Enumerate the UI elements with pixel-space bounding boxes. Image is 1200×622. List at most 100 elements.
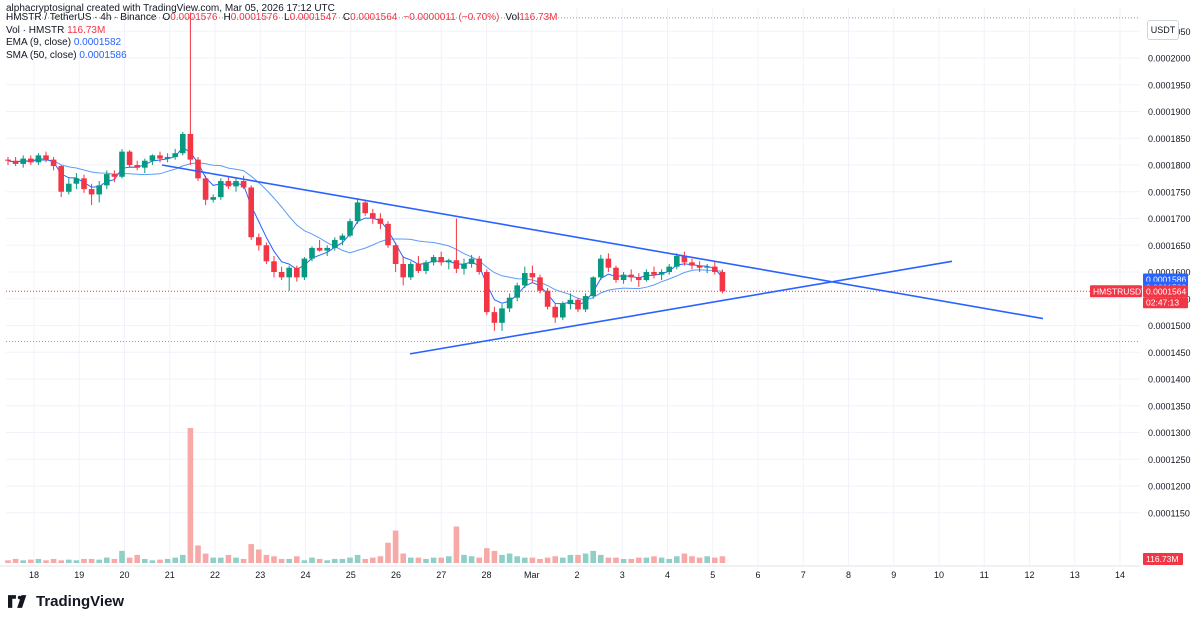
x-tick-label: 2 [574, 570, 579, 580]
candle-body [674, 255, 680, 267]
vol-indicator-label[interactable]: Vol · HMSTR [6, 24, 65, 36]
x-tick-label: 14 [1115, 570, 1125, 580]
tradingview-logo: TradingView [8, 593, 124, 610]
sma-indicator-row[interactable]: SMA (50, close) 0.0001586 [6, 50, 557, 63]
y-tick-label: 0.0001950 [1148, 80, 1191, 90]
volume-bar [613, 557, 619, 563]
x-tick-label: 6 [755, 570, 760, 580]
volume-bar [88, 558, 95, 563]
ema-indicator-label[interactable]: EMA (9, close) [6, 37, 72, 48]
y-tick-label: 0.0002000 [1148, 54, 1191, 64]
volume-bar [674, 556, 680, 563]
candle-body [142, 160, 148, 168]
axes: 0.00020500.00020000.00019500.00019000.00… [0, 26, 1191, 580]
candle-body [225, 181, 232, 187]
symbol-row[interactable]: HMSTR / TetherUS · 4h · Binance O0.00015… [6, 12, 557, 25]
ascending-trendline [409, 260, 953, 355]
y-tick-label: 0.0001850 [1148, 134, 1191, 144]
candle-body [149, 155, 156, 161]
volume-bar [415, 557, 422, 563]
candle-body [5, 159, 11, 161]
candle-body [484, 272, 490, 313]
candle-body [620, 274, 627, 281]
volume-bar [689, 556, 695, 563]
volume-bar [560, 557, 566, 563]
x-tick-label: 22 [210, 570, 220, 580]
candle-body [567, 299, 574, 305]
candle-body [301, 258, 308, 278]
candle-body [704, 266, 710, 268]
volume-bar [704, 556, 710, 563]
volume-bar [476, 557, 482, 563]
candle-body [468, 258, 475, 264]
descending-trendline [161, 164, 1044, 320]
candle-body [446, 260, 452, 263]
candle-body [164, 156, 171, 159]
y-tick-label: 0.0001450 [1148, 348, 1191, 358]
vol-indicator-value: 116.73M [67, 24, 106, 36]
volume-bar [537, 558, 543, 563]
volume-bar [43, 560, 49, 563]
volume-bar [271, 556, 277, 563]
candle-body [180, 133, 186, 154]
candle-body [50, 159, 57, 167]
volume-bar [544, 557, 551, 563]
candle-body [218, 181, 224, 198]
candle-body [233, 181, 239, 187]
chart-header: alphacryptosignal created with TradingVi… [6, 3, 335, 14]
volume-bar [582, 553, 589, 563]
candle-body [658, 272, 665, 275]
candle-body [438, 257, 444, 263]
candle-body [195, 159, 201, 179]
volume-bar [5, 560, 11, 563]
low-value: 0.0001547 [289, 12, 337, 23]
x-tick-label: 28 [481, 570, 491, 580]
candle-body [514, 285, 520, 298]
x-tick-label: 10 [934, 570, 944, 580]
candle-body [552, 306, 558, 318]
volume-bar [81, 558, 87, 563]
volume-bar [423, 558, 429, 563]
volume-bar [126, 557, 133, 563]
currency-button[interactable]: USDT [1147, 20, 1179, 40]
volume-bar [438, 557, 444, 563]
tradingview-logo-text: TradingView [36, 593, 125, 610]
y-tick-label: 0.0001800 [1148, 161, 1191, 171]
open-value: 0.0001576 [170, 12, 218, 23]
symbol-label[interactable]: HMSTR / TetherUS · 4h · Binance [6, 12, 157, 23]
volume-bar [73, 560, 80, 563]
candle-body [354, 202, 361, 222]
sma-indicator-label[interactable]: SMA (50, close) [6, 49, 77, 61]
volume-bar [499, 554, 505, 563]
volume-bar [453, 526, 460, 563]
x-tick-label: 21 [165, 570, 175, 580]
candle-body [28, 158, 34, 163]
ema-indicator-row[interactable]: EMA (9, close) 0.0001582 [6, 37, 557, 50]
volume-bar [605, 557, 612, 563]
x-tick-label: 11 [980, 570, 989, 580]
candle-body [309, 247, 315, 259]
x-tick-label: Mar [524, 570, 540, 580]
vol-indicator-row[interactable]: Vol · HMSTR 116.73M [6, 25, 557, 38]
volume-bar [377, 556, 384, 563]
volume-bar [104, 557, 110, 563]
candle-body [712, 266, 718, 272]
y-tick-label: 0.0001700 [1148, 214, 1191, 224]
candle-body [240, 181, 247, 188]
candle-body [408, 263, 414, 278]
y-tick-label: 0.0001750 [1148, 187, 1191, 197]
volume-bar [552, 556, 558, 563]
candle-body [666, 266, 672, 272]
x-tick-label: 18 [29, 570, 39, 580]
price-label-bg [1143, 297, 1188, 309]
volume-bar [172, 557, 178, 563]
volume-bar [256, 549, 262, 563]
candles [5, 12, 726, 331]
candle-body [719, 272, 726, 292]
volume-bar [294, 556, 300, 563]
volume-bar [529, 557, 536, 563]
candle-body [681, 255, 688, 263]
candle-body [20, 158, 26, 164]
volume-bar [339, 558, 346, 563]
